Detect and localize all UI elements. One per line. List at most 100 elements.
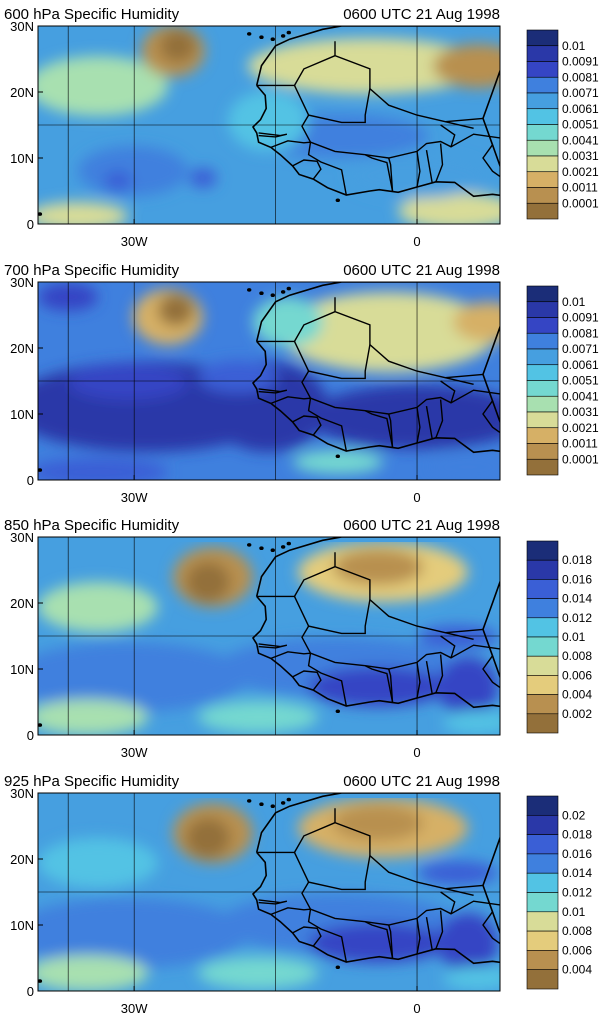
- colorbar-swatch: [526, 655, 559, 676]
- colorbar-swatch: [526, 364, 559, 381]
- colorbar-swatch: [526, 795, 559, 816]
- colorbar-label: 0.016: [562, 847, 592, 861]
- lon-tick-label: 30W: [121, 490, 148, 505]
- colorbar-swatch: [526, 443, 559, 460]
- colorbar-label: 0.014: [562, 592, 592, 606]
- colorbar-label: 0.0021: [562, 421, 599, 435]
- lat-tick-label: 30N: [10, 19, 34, 34]
- colorbar-label: 0.0011: [562, 181, 598, 195]
- colorbar-label: 0.01: [562, 39, 586, 53]
- colorbar-label: 0.018: [562, 828, 592, 842]
- colorbar-swatch: [526, 108, 559, 125]
- colorbar-swatch: [526, 892, 559, 913]
- lat-tick-label: 10N: [10, 151, 34, 166]
- colorbar-swatch: [526, 332, 559, 350]
- lat-tick-label: 0: [27, 217, 34, 232]
- map-field: 30N 20N 10N 0 30W 0: [10, 786, 501, 1016]
- colorbar-swatch: [526, 598, 559, 619]
- colorbar: 0.02 0.018 0.016 0.014 0.012 0.01 0.008 0.006 0.…: [526, 795, 592, 990]
- colorbar-label: 0.004: [562, 963, 592, 977]
- lat-tick-label: 10N: [10, 407, 34, 422]
- map-field: 30N 20N 10N 0 30W 0: [10, 530, 501, 760]
- panel-time: 0600 UTC 21 Aug 1998: [343, 517, 500, 534]
- panel-3: 850 hPa Specific Humidity 0600 UTC 21 Aug…: [4, 517, 592, 760]
- colorbar-label: 0.0091: [562, 311, 599, 325]
- colorbar-swatch: [526, 694, 559, 715]
- colorbar-swatch: [526, 579, 559, 599]
- colorbar-label: 0.0041: [562, 133, 599, 147]
- colorbar-swatch: [526, 61, 559, 78]
- colorbar-label: 0.01: [562, 905, 586, 919]
- colorbar-swatch: [526, 427, 559, 444]
- colorbar-label: 0.0081: [562, 70, 599, 84]
- colorbar-label: 0.0081: [562, 326, 599, 340]
- colorbar-label: 0.0071: [562, 86, 599, 100]
- lat-tick-label: 0: [27, 473, 34, 488]
- lon-tick-label: 0: [413, 1001, 420, 1016]
- colorbar-swatch: [526, 853, 559, 874]
- colorbar-swatch: [526, 713, 559, 734]
- colorbar-swatch: [526, 872, 559, 893]
- colorbar-label: 0.004: [562, 688, 592, 702]
- colorbar-label: 0.014: [562, 866, 592, 880]
- colorbar-label: 0.02: [562, 808, 586, 822]
- colorbar-swatch: [526, 76, 559, 94]
- colorbar-swatch: [526, 930, 559, 951]
- colorbar-label: 0.018: [562, 553, 592, 567]
- panel-time: 0600 UTC 21 Aug 1998: [343, 6, 500, 23]
- colorbar-swatch: [526, 92, 559, 110]
- map-field: 30N 20N 10N 0 30W 0: [10, 19, 501, 249]
- colorbar-label: 0.008: [562, 924, 592, 938]
- lat-tick-label: 30N: [10, 786, 34, 801]
- panel-title: 600 hPa Specific Humidity: [4, 6, 180, 23]
- lat-tick-label: 0: [27, 984, 34, 999]
- colorbar-label: 0.0051: [562, 118, 599, 132]
- colorbar-swatch: [526, 202, 559, 220]
- lat-tick-label: 10N: [10, 662, 34, 677]
- colorbar-swatch: [526, 155, 559, 173]
- colorbar-label: 0.008: [562, 649, 592, 663]
- colorbar-label: 0.0091: [562, 55, 599, 69]
- panel-time: 0600 UTC 21 Aug 1998: [343, 262, 500, 279]
- colorbar-label: 0.0061: [562, 102, 599, 116]
- lat-tick-label: 20N: [10, 85, 34, 100]
- colorbar-swatch: [526, 301, 559, 318]
- lon-tick-label: 0: [413, 745, 420, 760]
- map-field: 30N 20N 10N 0 30W 0: [10, 275, 501, 505]
- colorbar-swatch: [526, 171, 559, 188]
- colorbar-swatch: [526, 675, 559, 695]
- colorbar-swatch: [526, 834, 559, 855]
- lat-tick-label: 20N: [10, 596, 34, 611]
- colorbar-swatch: [526, 187, 559, 204]
- colorbar-swatch: [526, 411, 559, 429]
- panel-title: 700 hPa Specific Humidity: [4, 262, 180, 279]
- panel-title: 925 hPa Specific Humidity: [4, 773, 180, 790]
- colorbar-swatch: [526, 124, 559, 141]
- colorbar-swatch: [526, 285, 559, 303]
- colorbar-swatch: [526, 636, 559, 657]
- lon-tick-label: 30W: [121, 234, 148, 249]
- colorbar-label: 0.01: [562, 295, 586, 309]
- colorbar-label: 0.0051: [562, 374, 599, 388]
- lat-tick-label: 30N: [10, 275, 34, 290]
- colorbar-label: 0.002: [562, 707, 592, 721]
- panel-time: 0600 UTC 21 Aug 1998: [343, 773, 500, 790]
- colorbar-label: 0.0021: [562, 165, 599, 179]
- colorbar-label: 0.006: [562, 668, 592, 682]
- lat-tick-label: 10N: [10, 918, 34, 933]
- lon-tick-label: 0: [413, 234, 420, 249]
- colorbar-swatch: [526, 911, 559, 932]
- panel-4: 925 hPa Specific Humidity 0600 UTC 21 Aug…: [4, 773, 592, 1016]
- colorbar: 0.018 0.016 0.014 0.012 0.01 0.008 0.006 0.004 0…: [526, 540, 592, 734]
- colorbar-swatch: [526, 395, 559, 413]
- lat-tick-label: 30N: [10, 530, 34, 545]
- colorbar-swatch: [526, 814, 559, 835]
- colorbar-label: 0.016: [562, 572, 592, 586]
- colorbar-label: 0.0001: [562, 452, 599, 466]
- colorbar-label: 0.012: [562, 611, 592, 625]
- colorbar-swatch: [526, 969, 559, 990]
- lon-tick-label: 0: [413, 490, 420, 505]
